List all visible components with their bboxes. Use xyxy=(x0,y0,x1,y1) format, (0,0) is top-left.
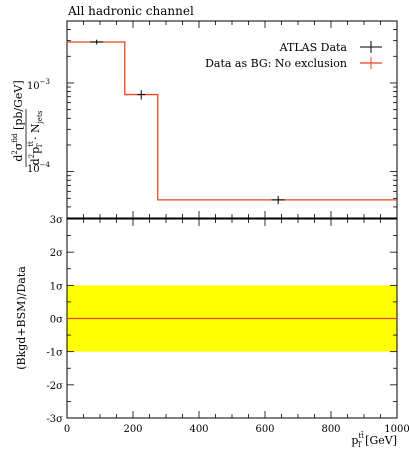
ratio-axis-ticks xyxy=(66,218,398,419)
main-y-axis-label: d2σfid [pb/GeV] d2ptt̄T · Njets xyxy=(7,80,44,167)
ratio-y-tick-label: -2σ xyxy=(46,381,63,392)
legend: ATLAS Data Data as BG: No exclusion xyxy=(205,41,382,70)
ratio-y-tick-label: 3σ xyxy=(50,215,63,226)
main-axis-ticks xyxy=(66,20,398,219)
x-tick-label: 200 xyxy=(123,424,142,435)
main-y-axis-label-text: d2σfid [pb/GeV] xyxy=(7,80,25,161)
main-panel-frame xyxy=(66,20,398,219)
main-series xyxy=(67,39,397,205)
y-tick-label-1e-3: 10−3 xyxy=(27,78,50,92)
legend-label-atlas-data: ATLAS Data xyxy=(279,41,348,54)
x-tick-label: 0 xyxy=(64,424,70,435)
main-y-axis-label-denominator: d2ptt̄T · Njets xyxy=(25,110,44,165)
ratio-y-tick-label: 1σ xyxy=(50,281,63,292)
x-tick-label: 400 xyxy=(189,424,208,435)
ratio-y-tick-label: -3σ xyxy=(46,414,63,425)
ratio-y-axis-tick-labels: 3σ 2σ 1σ 0σ -1σ -2σ -3σ xyxy=(46,215,63,425)
ratio-y-tick-label: 2σ xyxy=(50,248,63,259)
x-tick-label: 1000 xyxy=(384,424,409,435)
y-tick-label-1e-4: 10−4 xyxy=(27,161,51,175)
legend-marker-atlas-data xyxy=(360,41,382,53)
x-tick-label: 600 xyxy=(255,424,274,435)
ratio-y-axis-label: (Bkgd+BSM)/Data xyxy=(15,266,28,370)
atlas-data-point-1 xyxy=(90,39,104,45)
ratio-y-tick-label: -1σ xyxy=(46,348,63,359)
x-axis-label: ptt̄ T [GeV] xyxy=(351,430,397,449)
chart-title: All hadronic channel xyxy=(67,4,194,18)
legend-label-data-as-bg: Data as BG: No exclusion xyxy=(205,57,347,70)
ratio-y-tick-label: 0σ xyxy=(50,315,63,326)
x-axis-tick-labels: 0 200 400 600 800 1000 xyxy=(64,424,409,435)
atlas-data-point-2 xyxy=(137,90,146,100)
legend-marker-data-as-bg xyxy=(360,57,382,69)
x-tick-label: 800 xyxy=(321,424,340,435)
atlas-data-point-3 xyxy=(271,196,285,205)
